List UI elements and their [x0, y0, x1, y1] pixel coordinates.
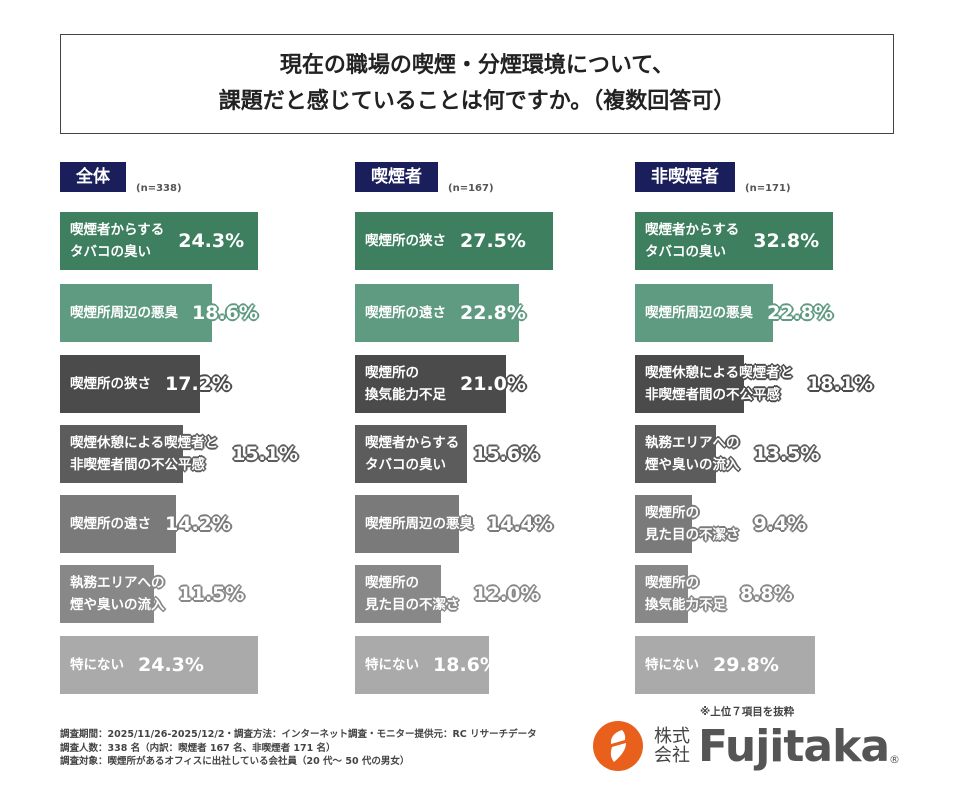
group-label: 喫煙者 — [355, 162, 438, 192]
bar — [355, 212, 553, 270]
category-label: 喫煙所の 見た目の不潔さ — [365, 575, 460, 613]
bar — [635, 636, 815, 694]
bar — [60, 355, 201, 413]
bar — [635, 284, 773, 342]
category-label: 喫煙所の 見た目の不潔さ — [645, 505, 740, 543]
value-label: 17.2% — [165, 373, 231, 395]
sample-size: (n=338) — [136, 183, 182, 194]
value-label: 29.8% — [713, 654, 779, 676]
value-label: 15.6% — [473, 443, 540, 465]
group-label: 非喫煙者 — [635, 162, 735, 192]
sample-size: (n=167) — [448, 183, 494, 194]
group-label: 全体 — [60, 162, 126, 192]
value-label: 13.5% — [753, 443, 820, 465]
survey-footer: 調査期間：2025/11/26-2025/12/2・調査方法：インターネット調査… — [60, 728, 537, 769]
column-header: 喫煙者 (n=167) — [355, 160, 645, 194]
bar — [355, 636, 489, 694]
bar — [60, 212, 258, 270]
category-label: 特にない — [70, 657, 124, 673]
company-type: 株式会社 — [654, 726, 690, 766]
chart-column-1: 喫煙者 (n=167) 喫煙所の狭さ 27.5% 喫煙所の遠さ 22.8% 喫煙所の 換気… — [355, 160, 645, 694]
value-label: 24.3% — [138, 654, 204, 676]
column-header: 非喫煙者 (n=171) — [635, 160, 925, 194]
bar — [635, 425, 717, 483]
category-label: 喫煙者からする タバコの臭い — [645, 222, 740, 260]
value-label: 27.5% — [460, 230, 526, 252]
bar — [60, 636, 258, 694]
category-label: 喫煙所周辺の悪臭 — [70, 305, 178, 321]
category-label: 特にない — [365, 657, 419, 673]
title-line-2: 課題だと感じていることは何ですか。（複数回答可） — [218, 89, 736, 114]
category-label: 喫煙休憩による喫煙者と 非喫煙者間の不公平感 — [70, 435, 219, 473]
bar — [635, 565, 689, 623]
category-label: 喫煙所の狭さ — [365, 233, 446, 249]
category-label: 喫煙所の狭さ — [70, 376, 151, 392]
value-label: 15.1% — [232, 443, 299, 465]
category-label: 喫煙所の 換気能力不足 — [365, 365, 446, 403]
bar — [60, 284, 212, 342]
category-label: 執務エリアへの 煙や臭いの流入 — [645, 435, 740, 473]
value-label: 22.8% — [767, 302, 833, 324]
sample-size: (n=171) — [745, 183, 791, 194]
bar — [355, 284, 520, 342]
category-label: 喫煙者からする タバコの臭い — [365, 435, 460, 473]
footer-target: 調査対象：喫煙所があるオフィスに出社している会社員（20 代～ 50 代の男女） — [60, 756, 410, 767]
category-label: 喫煙者からする タバコの臭い — [70, 222, 165, 260]
column-header: 全体 (n=338) — [60, 160, 350, 194]
bar — [60, 425, 184, 483]
registered-mark: ® — [889, 753, 901, 766]
category-label: 喫煙休憩による喫煙者と 非喫煙者間の不公平感 — [645, 365, 794, 403]
title-line-1: 現在の職場の喫煙・分煙環境について、 — [279, 53, 675, 78]
chart-title: 現在の職場の喫煙・分煙環境について、 課題だと感じていることは何ですか。（複数回… — [60, 34, 894, 134]
value-label: 32.8% — [753, 230, 820, 252]
bar — [635, 495, 692, 553]
category-label: 執務エリアへの 煙や臭いの流入 — [70, 575, 165, 613]
value-label: 18.6% — [433, 654, 499, 676]
footer-period: 調査期間：2025/11/26-2025/12/2・調査方法：インターネット調査… — [60, 729, 537, 740]
value-label: 11.5% — [178, 583, 245, 605]
category-label: 喫煙所周辺の悪臭 — [645, 305, 753, 321]
value-label: 14.2% — [165, 513, 231, 535]
bar — [355, 425, 468, 483]
category-label: 喫煙所周辺の悪臭 — [365, 516, 473, 532]
value-label: 18.6% — [192, 302, 258, 324]
chart-column-2: 非喫煙者 (n=171) 喫煙者からする タバコの臭い 32.8% 喫煙所周辺の悪臭 2… — [635, 160, 925, 694]
chart-column-0: 全体 (n=338) 喫煙者からする タバコの臭い 24.3% 喫煙所周辺の悪臭 18.… — [60, 160, 350, 694]
category-label: 特にない — [645, 657, 699, 673]
value-label: 21.0% — [460, 373, 526, 395]
value-label: 22.8% — [460, 302, 526, 324]
bar — [355, 565, 442, 623]
bar — [60, 565, 154, 623]
value-label: 8.8% — [740, 583, 793, 605]
value-label: 12.0% — [473, 583, 540, 605]
footer-count: 調査人数：338 名（内訳：喫煙者 167 名、非喫煙者 171 名） — [60, 742, 336, 754]
top7-note: ※上位７項目を抜粋 — [700, 706, 795, 718]
bar — [355, 355, 507, 413]
bar — [635, 355, 745, 413]
category-label: 喫煙所の遠さ — [70, 516, 151, 532]
value-label: 18.1% — [807, 373, 874, 395]
bar — [635, 212, 833, 270]
category-label: 喫煙所の遠さ — [365, 305, 446, 321]
value-label: 14.4% — [487, 513, 553, 535]
category-label: 喫煙所の 換気能力不足 — [645, 575, 726, 613]
fujitaka-logo-mark-icon — [593, 721, 643, 771]
bar — [60, 495, 176, 553]
value-label: 9.4% — [753, 513, 807, 535]
bar — [355, 495, 459, 553]
fujitaka-logo: 株式会社 Fujitaka ® — [592, 720, 900, 772]
company-name: Fujitaka — [698, 720, 890, 772]
value-label: 24.3% — [178, 230, 245, 252]
